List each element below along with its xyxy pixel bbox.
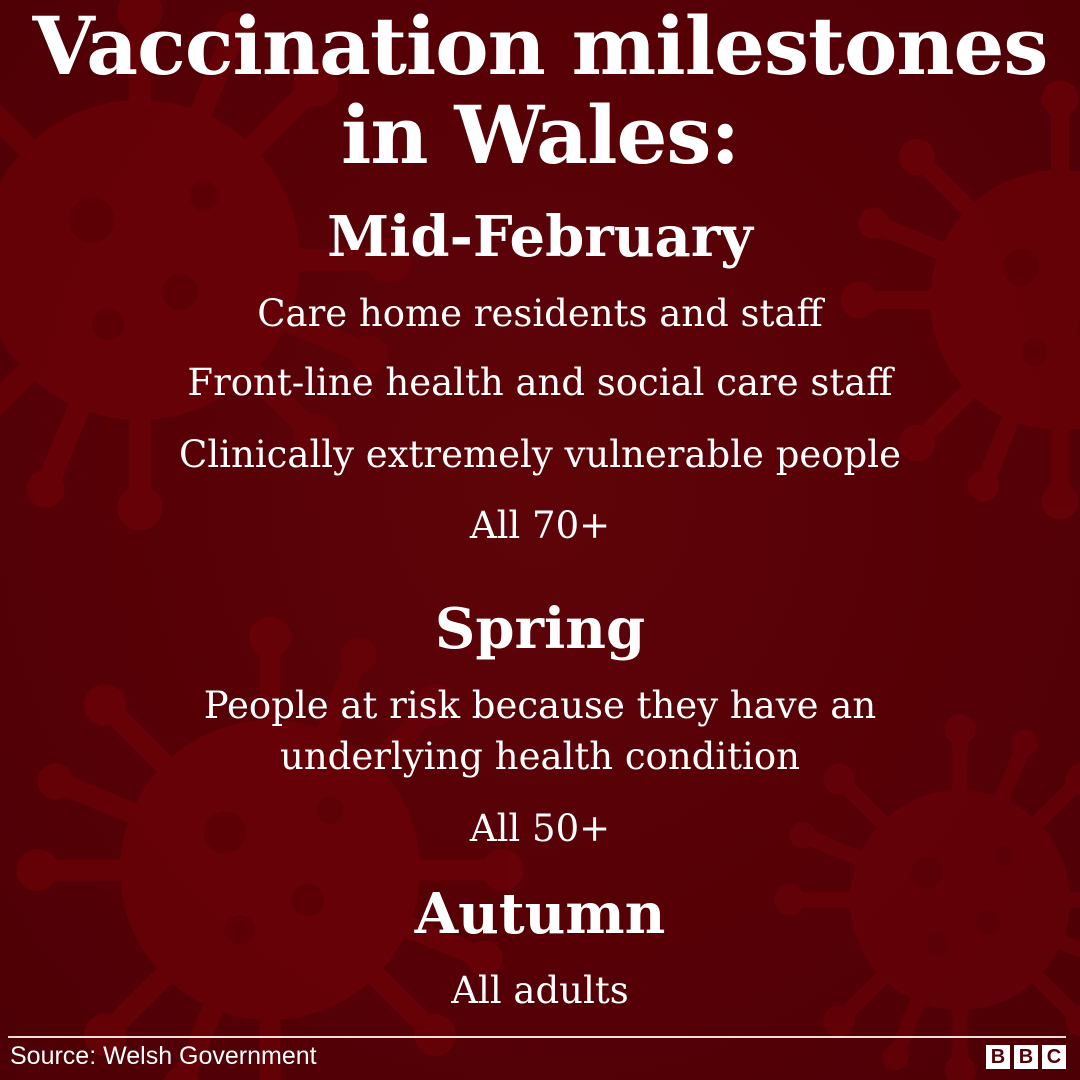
bbc-logo: B B C xyxy=(986,1045,1066,1069)
list-item: All 70+ xyxy=(469,504,611,547)
section-heading-autumn: Autumn xyxy=(414,881,666,947)
list-item: Front-line health and social care staff xyxy=(187,361,893,404)
source-credit: Source: Welsh Government xyxy=(10,1042,317,1070)
title-line-2: in Wales: xyxy=(341,88,740,182)
logo-letter: B xyxy=(986,1045,1010,1069)
footer-divider xyxy=(8,1036,1066,1038)
list-item: Clinically extremely vulnerable people xyxy=(179,433,901,476)
section-heading-spring: Spring xyxy=(434,596,646,662)
logo-letter: C xyxy=(1042,1045,1066,1069)
list-item: People at risk because they have an xyxy=(203,684,877,727)
section-heading-mid-february: Mid-February xyxy=(327,204,753,270)
list-item: All adults xyxy=(451,969,629,1012)
list-item: Care home residents and staff xyxy=(257,292,823,335)
list-item: All 50+ xyxy=(469,807,611,850)
list-item: underlying health condition xyxy=(279,735,800,778)
title-line-1: Vaccination milestones xyxy=(32,0,1049,93)
logo-letter: B xyxy=(1014,1045,1038,1069)
